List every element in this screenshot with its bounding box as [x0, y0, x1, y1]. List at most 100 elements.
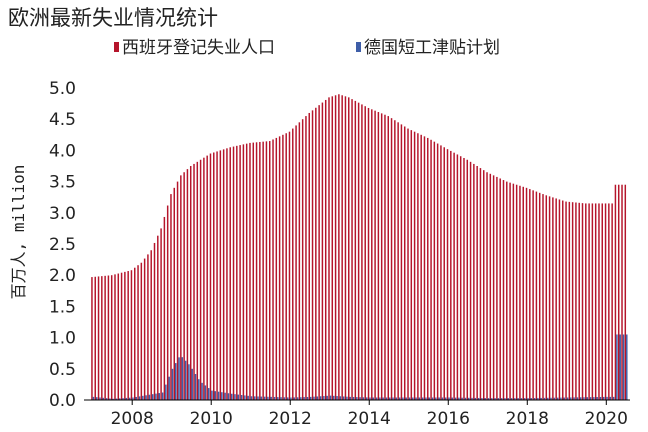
bar-spain [101, 276, 103, 400]
bar-germany [306, 396, 309, 400]
bar-germany [309, 396, 312, 400]
bar-spain [193, 163, 195, 400]
bar-germany [342, 396, 345, 400]
bar-spain [173, 187, 175, 400]
bar-germany [461, 397, 463, 400]
bar-spain [453, 152, 455, 400]
bar-spain [216, 151, 218, 400]
x-tick-label: 2020 [585, 409, 628, 429]
bar-germany [227, 393, 230, 400]
bar-spain [525, 187, 528, 400]
bar-germany [181, 357, 184, 400]
bar-spain [97, 276, 100, 400]
bar-germany [398, 397, 401, 400]
bar-germany [619, 334, 621, 400]
y-tick-label: 5.0 [49, 79, 76, 99]
bar-spain [436, 143, 439, 400]
bar-germany [609, 396, 612, 400]
bar-spain [150, 250, 152, 400]
bar-spain [538, 192, 541, 400]
bar-spain [522, 186, 524, 400]
bar-spain [110, 275, 113, 400]
bar-germany [392, 397, 394, 400]
bar-spain [213, 152, 215, 400]
bar-germany [300, 397, 302, 400]
bar-spain [364, 106, 366, 400]
y-tick-label: 3.5 [49, 173, 76, 193]
bar-spain [252, 142, 255, 400]
bar-germany [389, 397, 391, 400]
bar-germany [553, 397, 556, 400]
y-tick-label: 0.0 [49, 391, 76, 411]
bar-germany [510, 398, 513, 400]
bar-germany [247, 395, 249, 400]
bar-germany [105, 398, 108, 400]
bar-spain [614, 184, 617, 400]
bar-spain [301, 119, 304, 400]
bar-germany [204, 385, 207, 400]
bar-spain [114, 274, 116, 400]
bar-germany [125, 397, 128, 400]
bar-germany [161, 392, 164, 400]
bar-spain [476, 166, 478, 400]
bar-germany [464, 397, 467, 400]
bar-germany [326, 395, 328, 400]
bar-germany [566, 397, 569, 400]
bar-germany [138, 396, 141, 400]
bar-germany [402, 397, 404, 400]
bar-spain [331, 96, 334, 400]
bar-spain [387, 116, 390, 400]
bar-germany [408, 397, 411, 400]
bar-germany [313, 396, 315, 400]
bar-spain [206, 155, 208, 400]
bar-germany [362, 397, 365, 400]
bar-germany [454, 397, 457, 400]
bar-germany [477, 397, 480, 400]
x-tick-label: 2012 [269, 409, 312, 429]
bar-spain [140, 262, 143, 400]
bar-germany [151, 394, 154, 400]
bar-germany [438, 397, 440, 400]
bar-germany [448, 397, 450, 400]
bar-germany [128, 397, 131, 400]
bar-spain [282, 134, 284, 401]
y-tick-label: 1.5 [49, 297, 76, 317]
bar-spain [598, 203, 600, 400]
bar-germany [579, 397, 582, 400]
bar-germany [425, 397, 427, 400]
bar-spain [160, 228, 162, 400]
bar-spain [348, 97, 350, 401]
bar-spain [163, 216, 166, 400]
bar-spain [492, 175, 495, 400]
bar-spain [180, 175, 182, 400]
bar-spain [417, 133, 419, 401]
bar-germany [112, 398, 114, 400]
bar-spain [397, 122, 399, 400]
y-tick-label: 2.0 [49, 266, 76, 286]
bar-germany [349, 396, 351, 400]
bar-spain [361, 104, 363, 400]
series-germany-bars [92, 334, 628, 400]
bar-spain [298, 122, 301, 400]
bar-germany [435, 397, 437, 400]
bar-spain [344, 96, 347, 400]
bar-spain [617, 184, 620, 400]
bar-spain [532, 190, 534, 400]
bar-spain [479, 168, 482, 400]
bar-spain [288, 131, 291, 400]
bar-germany [537, 397, 539, 400]
bar-spain [143, 258, 146, 400]
bar-germany [168, 376, 170, 400]
bar-spain [226, 148, 228, 400]
bar-spain [357, 102, 360, 400]
bar-spain [219, 150, 222, 400]
bar-germany [224, 392, 226, 400]
bar-spain [107, 275, 110, 400]
y-tick-label: 4.5 [49, 110, 76, 130]
bar-spain [552, 197, 554, 400]
bar-germany [257, 396, 259, 400]
bar-germany [178, 357, 180, 400]
y-tick-label: 0.5 [49, 360, 76, 380]
bar-germany [359, 397, 361, 400]
bar-spain [578, 202, 580, 400]
